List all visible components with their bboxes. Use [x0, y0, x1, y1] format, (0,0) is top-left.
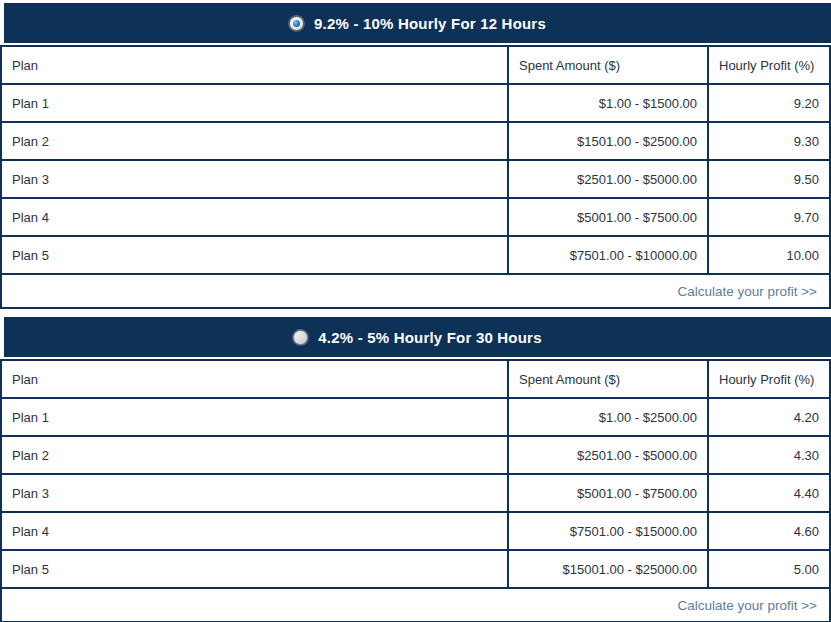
col-header-plan: Plan — [1, 46, 508, 84]
spent-amount: $5001.00 - $7500.00 — [508, 198, 708, 236]
spent-amount: $2501.00 - $5000.00 — [508, 436, 708, 474]
table-row: Plan 3 $2501.00 - $5000.00 9.50 — [1, 160, 830, 198]
hourly-profit: 4.20 — [708, 398, 830, 436]
hourly-profit: 9.70 — [708, 198, 830, 236]
table-row: Plan 1 $1.00 - $1500.00 9.20 — [1, 84, 830, 122]
plan-name: Plan 4 — [1, 512, 508, 550]
plan-group-30h-radio[interactable] — [293, 330, 308, 345]
plan-group-12h-radio[interactable] — [289, 16, 304, 31]
spent-amount: $1.00 - $2500.00 — [508, 398, 708, 436]
table-row: Plan 3 $5001.00 - $7500.00 4.40 — [1, 474, 830, 512]
col-header-spent-amount: Spent Amount ($) — [508, 360, 708, 398]
hourly-profit: 4.40 — [708, 474, 830, 512]
col-header-hourly-profit: Hourly Profit (%) — [708, 46, 830, 84]
table-row: Plan 2 $1501.00 - $2500.00 9.30 — [1, 122, 830, 160]
plan-group-30h-header[interactable]: 4.2% - 5% Hourly For 30 Hours — [4, 317, 831, 357]
plan-name: Plan 1 — [1, 84, 508, 122]
plan-name: Plan 5 — [1, 550, 508, 588]
spent-amount: $1.00 - $1500.00 — [508, 84, 708, 122]
plan-name: Plan 4 — [1, 198, 508, 236]
plan-group-12h-title: 9.2% - 10% Hourly For 12 Hours — [314, 15, 546, 32]
plan-name: Plan 2 — [1, 436, 508, 474]
hourly-profit: 9.30 — [708, 122, 830, 160]
table-footer-row: Calculate your profit >> — [1, 588, 830, 622]
table-row: Plan 4 $7501.00 - $15000.00 4.60 — [1, 512, 830, 550]
plan-name: Plan 3 — [1, 160, 508, 198]
plan-name: Plan 3 — [1, 474, 508, 512]
plan-name: Plan 5 — [1, 236, 508, 274]
plan-name: Plan 2 — [1, 122, 508, 160]
table-row: Plan 5 $15001.00 - $25000.00 5.00 — [1, 550, 830, 588]
col-header-hourly-profit: Hourly Profit (%) — [708, 360, 830, 398]
table-header-row: Plan Spent Amount ($) Hourly Profit (%) — [1, 360, 830, 398]
table-row: Plan 5 $7501.00 - $10000.00 10.00 — [1, 236, 830, 274]
spent-amount: $7501.00 - $15000.00 — [508, 512, 708, 550]
col-header-plan: Plan — [1, 360, 508, 398]
plan-name: Plan 1 — [1, 398, 508, 436]
table-row: Plan 2 $2501.00 - $5000.00 4.30 — [1, 436, 830, 474]
col-header-spent-amount: Spent Amount ($) — [508, 46, 708, 84]
plans-table-30h: Plan Spent Amount ($) Hourly Profit (%) … — [0, 359, 831, 622]
plan-group-12h-header[interactable]: 9.2% - 10% Hourly For 12 Hours — [4, 3, 831, 43]
spent-amount: $15001.00 - $25000.00 — [508, 550, 708, 588]
spent-amount: $1501.00 - $2500.00 — [508, 122, 708, 160]
footer-cell: Calculate your profit >> — [1, 274, 830, 308]
hourly-profit: 10.00 — [708, 236, 830, 274]
table-footer-row: Calculate your profit >> — [1, 274, 830, 308]
plan-group-12h: 9.2% - 10% Hourly For 12 Hours Plan Spen… — [0, 3, 831, 309]
hourly-profit: 4.30 — [708, 436, 830, 474]
hourly-profit: 9.20 — [708, 84, 830, 122]
radio-dot — [293, 20, 300, 27]
spent-amount: $7501.00 - $10000.00 — [508, 236, 708, 274]
plan-group-30h-title: 4.2% - 5% Hourly For 30 Hours — [318, 329, 541, 346]
hourly-profit: 4.60 — [708, 512, 830, 550]
hourly-profit: 5.00 — [708, 550, 830, 588]
hourly-profit: 9.50 — [708, 160, 830, 198]
footer-cell: Calculate your profit >> — [1, 588, 830, 622]
spent-amount: $5001.00 - $7500.00 — [508, 474, 708, 512]
plan-group-30h: 4.2% - 5% Hourly For 30 Hours Plan Spent… — [0, 317, 831, 622]
spent-amount: $2501.00 - $5000.00 — [508, 160, 708, 198]
table-row: Plan 1 $1.00 - $2500.00 4.20 — [1, 398, 830, 436]
table-header-row: Plan Spent Amount ($) Hourly Profit (%) — [1, 46, 830, 84]
calculate-profit-link[interactable]: Calculate your profit >> — [677, 284, 817, 299]
calculate-profit-link[interactable]: Calculate your profit >> — [677, 598, 817, 613]
plans-table-12h: Plan Spent Amount ($) Hourly Profit (%) … — [0, 45, 831, 309]
table-row: Plan 4 $5001.00 - $7500.00 9.70 — [1, 198, 830, 236]
